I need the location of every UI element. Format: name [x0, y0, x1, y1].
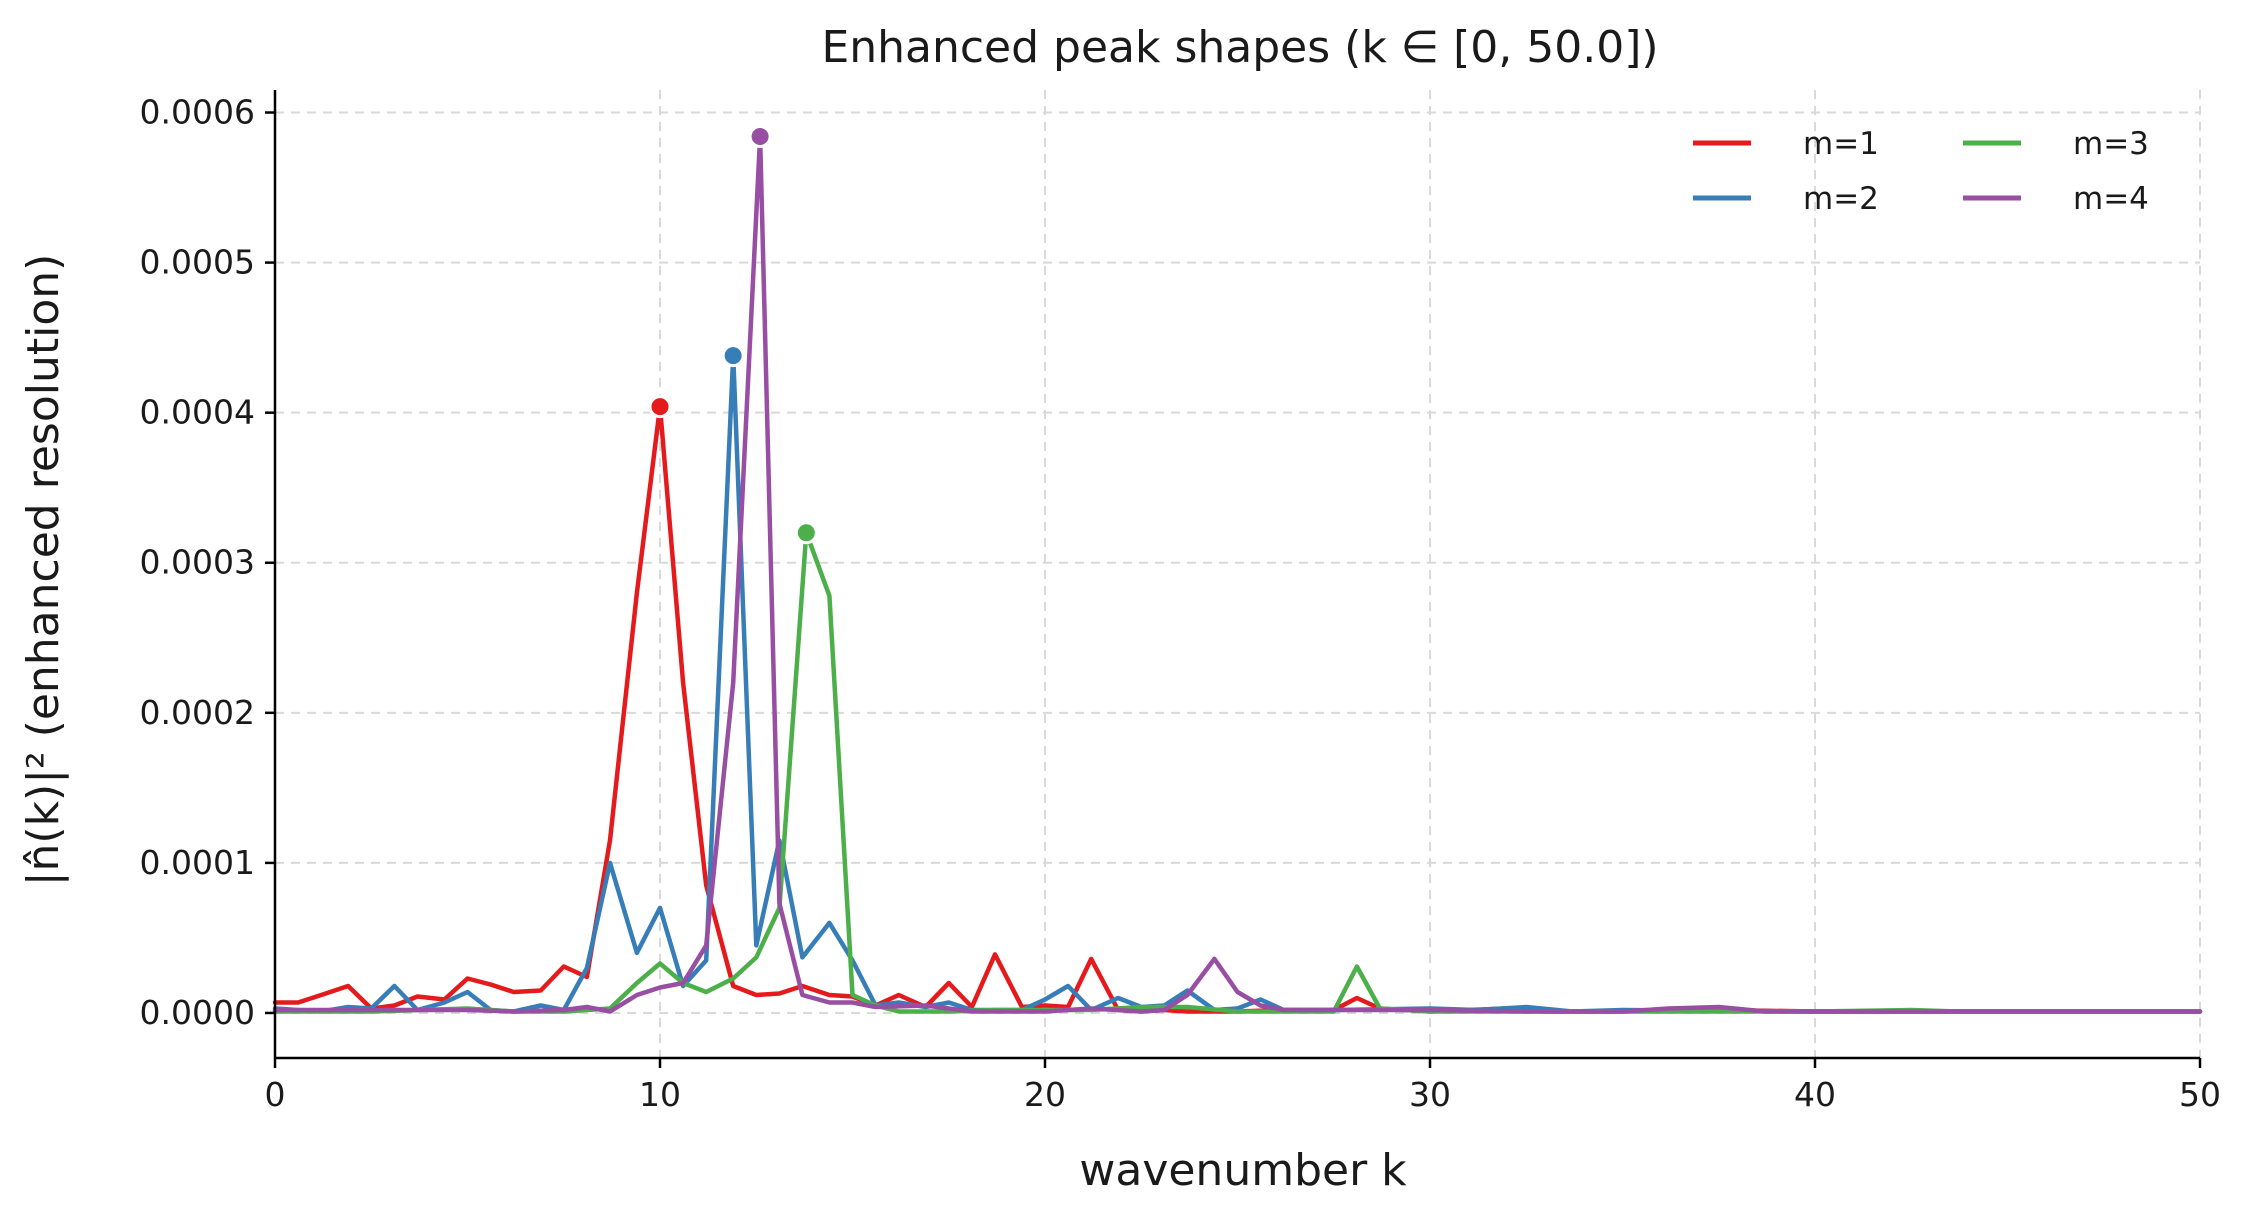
series-line-1	[272, 404, 2203, 1014]
axes	[265, 90, 2202, 1068]
peak-marker-3	[794, 521, 818, 545]
tick-labels: 0 10 20 30 40 50 0.0000 0.0001 0.0002 0.0003 0.000…	[140, 93, 2221, 1114]
x-tick-label: 10	[639, 1075, 681, 1114]
y-tick-label: 0.0003	[140, 543, 255, 582]
legend-label-1: m=1	[1803, 126, 1879, 162]
x-tick-label: 20	[1024, 1075, 1066, 1114]
y-tick-label: 0.0006	[140, 93, 255, 132]
y-axis-label: |n̂(k)|² (enhanced resolution)	[18, 254, 69, 887]
series-line-4	[272, 134, 2203, 1014]
legend-label-3: m=3	[2073, 126, 2149, 162]
y-tick-label: 0.0000	[140, 993, 255, 1032]
x-tick-label: 0	[265, 1075, 286, 1114]
x-tick-label: 40	[1794, 1075, 1836, 1114]
x-tick-label: 30	[1409, 1075, 1451, 1114]
chart-title: Enhanced peak shapes (k ∈ [0, 50.0])	[821, 22, 1658, 73]
legend: m=1 m=2 m=3 m=4	[1693, 126, 2149, 217]
legend-label-4: m=4	[2073, 181, 2149, 217]
peak-marker-2	[721, 344, 745, 368]
x-axis-label: wavenumber k	[1079, 1145, 1407, 1196]
y-tick-label: 0.0001	[140, 843, 255, 882]
y-tick-label: 0.0005	[140, 243, 255, 282]
gridlines	[274, 90, 2201, 1058]
peak-marker-4	[748, 125, 772, 149]
y-tick-label: 0.0004	[140, 393, 255, 432]
plot-series	[272, 125, 2203, 1014]
y-tick-label: 0.0002	[140, 693, 255, 732]
legend-label-2: m=2	[1803, 181, 1879, 217]
x-tick-label: 50	[2179, 1075, 2221, 1114]
peak-marker-1	[648, 395, 672, 419]
